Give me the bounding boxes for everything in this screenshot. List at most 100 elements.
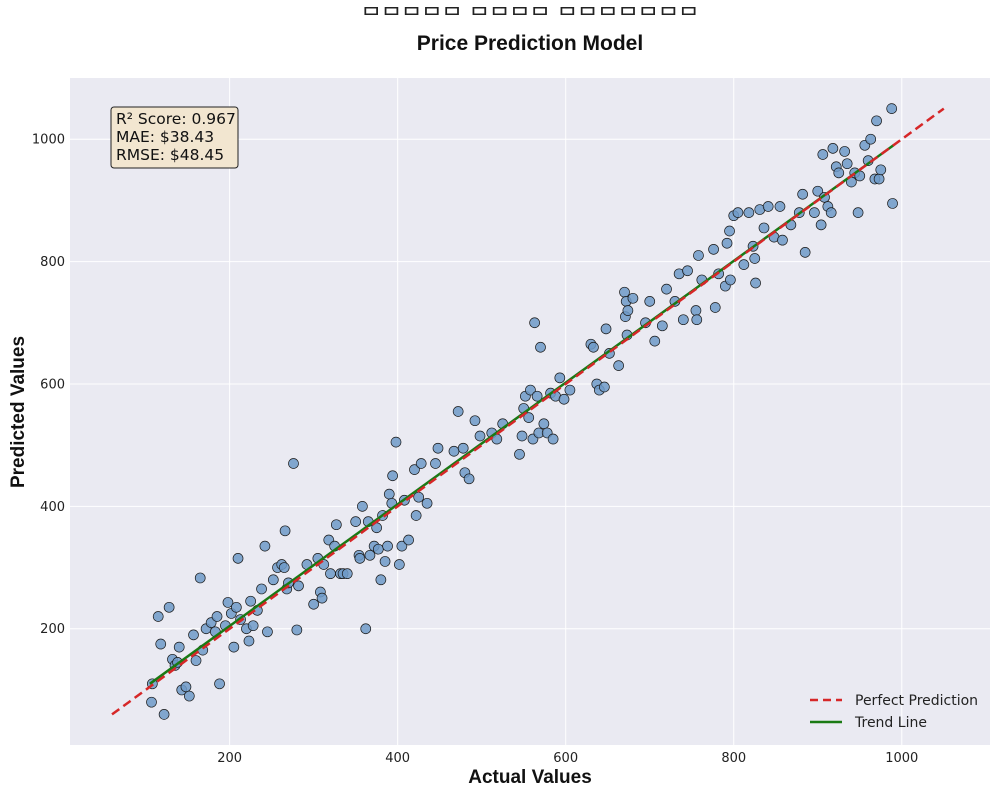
data-point (812, 185, 824, 197)
data-point (531, 390, 543, 402)
data-point (163, 601, 175, 613)
data-point (188, 629, 199, 641)
data-point (357, 500, 368, 512)
data-point (588, 341, 599, 353)
data-point (724, 225, 735, 237)
data-point (382, 540, 393, 552)
data-point (661, 283, 672, 295)
y-axis-ticks: 200 400 600 800 1000 (32, 133, 65, 638)
chart-title: Price Prediction Model (417, 32, 643, 55)
stats-r2: R² Score: 0.967 (116, 110, 236, 128)
plot-area (70, 78, 990, 745)
data-point (415, 458, 427, 469)
data-point (396, 540, 408, 552)
data-point (146, 696, 157, 708)
data-point (410, 510, 422, 521)
x-axis-ticks: 200 400 600 800 1000 (217, 751, 918, 766)
data-point (231, 601, 242, 613)
data-point (690, 305, 702, 316)
data-point (514, 448, 525, 460)
y-tick-label: 800 (40, 255, 65, 270)
x-tick-label: 800 (721, 751, 746, 766)
data-point (516, 430, 528, 442)
data-point (379, 556, 391, 567)
data-point (183, 690, 195, 702)
data-point (839, 146, 850, 157)
chart-title-line1: ᄆᄆᄆᄆᄆ ᄆᄆᄆᄆ ᄆᄆᄆᄆᄆᄆᄆ (361, 5, 699, 30)
stats-box: R² Score: 0.967 MAE: $38.43 RMSE: $48.45 (110, 106, 239, 169)
legend-label-trend-line: Trend Line (854, 715, 927, 731)
data-point (871, 115, 882, 127)
data-point (677, 314, 689, 326)
data-point (762, 201, 774, 212)
data-point (421, 497, 433, 509)
data-point (732, 207, 744, 218)
data-point (774, 201, 786, 212)
data-point (232, 553, 244, 564)
data-point (432, 442, 444, 454)
data-point (738, 259, 750, 270)
data-point (267, 574, 279, 586)
data-point (293, 580, 304, 592)
data-point (448, 445, 460, 457)
data-point (564, 384, 576, 396)
data-point (758, 222, 770, 234)
data-point (372, 543, 384, 555)
data-point (743, 207, 755, 218)
perfect-prediction-line (111, 107, 945, 716)
data-point (430, 458, 441, 469)
y-tick-label: 200 (40, 622, 65, 637)
data-point (627, 292, 639, 304)
data-point (155, 638, 167, 650)
data-point (600, 323, 612, 335)
stats-mae: MAE: $38.43 (116, 128, 214, 146)
data-point (354, 553, 366, 564)
data-point (173, 641, 185, 653)
data-point (538, 418, 550, 430)
data-point (243, 635, 255, 647)
data-point (523, 412, 535, 423)
data-point (262, 626, 273, 638)
data-point (693, 250, 704, 261)
data-point (797, 188, 808, 200)
data-point (214, 678, 225, 690)
data-point (278, 562, 290, 573)
data-point (364, 549, 376, 561)
data-point (644, 296, 656, 307)
data-point (708, 243, 719, 255)
x-tick-label: 400 (385, 751, 410, 766)
data-point (815, 219, 827, 231)
data-point (656, 320, 668, 332)
data-point (330, 519, 342, 531)
data-point (827, 143, 839, 154)
data-point (194, 572, 206, 584)
data-point (725, 274, 736, 286)
y-axis-label: Predicted Values (8, 336, 29, 488)
data-point (190, 655, 202, 666)
data-point (529, 317, 540, 329)
stats-box-background (110, 106, 239, 169)
x-tick-label: 600 (553, 751, 578, 766)
data-point (749, 253, 761, 264)
data-point (841, 158, 853, 170)
data-point (279, 525, 291, 537)
grid (70, 78, 990, 745)
data-point (211, 611, 223, 622)
data-point (247, 620, 259, 632)
data-point (558, 393, 570, 405)
data-point (873, 173, 885, 185)
stats-rmse: RMSE: $48.45 (116, 146, 224, 164)
y-tick-label: 400 (40, 500, 65, 515)
data-point (228, 641, 240, 653)
data-point (413, 491, 425, 503)
data-point (554, 372, 566, 384)
data-point (457, 442, 469, 454)
data-point (387, 470, 398, 482)
data-point (817, 149, 829, 160)
reference-lines (111, 107, 945, 716)
x-tick-label: 1000 (885, 751, 918, 766)
data-point (288, 458, 299, 469)
data-point (649, 335, 661, 347)
data-point (222, 597, 234, 608)
data-point (474, 430, 486, 442)
